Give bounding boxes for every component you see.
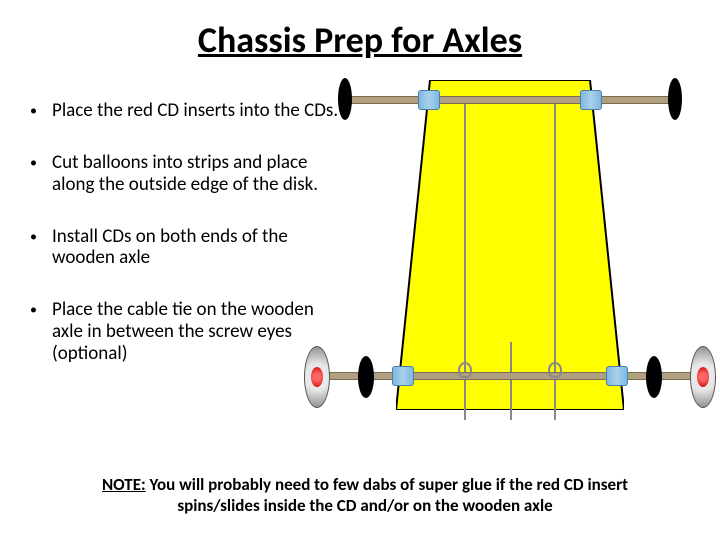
bullet-dot-icon: • [30, 100, 52, 122]
cd-icon [668, 78, 682, 120]
guide-line-icon [510, 342, 512, 420]
red-insert-icon [311, 367, 323, 387]
chassis-diagram [340, 80, 680, 420]
list-item: • Install CDs on both ends of the wooden… [30, 226, 340, 270]
note-label: NOTE: [102, 474, 146, 495]
screw-eye-icon [548, 362, 562, 378]
bullet-text: Place the red CD inserts into the CDs. [52, 100, 340, 122]
bullet-text: Install CDs on both ends of the wooden a… [52, 226, 340, 270]
peg-icon [418, 90, 440, 110]
page-title: Chassis Prep for Axles [0, 0, 720, 70]
list-item: • Place the cable tie on the wooden axle… [30, 299, 340, 365]
peg-icon [392, 366, 414, 386]
top-axle-icon [350, 96, 670, 104]
bullet-list: • Place the red CD inserts into the CDs.… [20, 70, 340, 420]
peg-icon [580, 90, 602, 110]
note-text: NOTE: You will probably need to few dabs… [80, 475, 650, 516]
list-item: • Cut balloons into strips and place alo… [30, 152, 340, 196]
peg-icon [606, 366, 628, 386]
bullet-text: Cut balloons into strips and place along… [52, 152, 340, 196]
bullet-dot-icon: • [30, 226, 52, 270]
list-item: • Place the red CD inserts into the CDs. [30, 100, 340, 122]
cd-icon [358, 356, 374, 398]
content-row: • Place the red CD inserts into the CDs.… [0, 70, 720, 420]
bottom-axle-icon [324, 372, 696, 380]
cd-icon [646, 356, 662, 398]
screw-eye-icon [458, 362, 472, 378]
red-insert-icon [697, 367, 709, 387]
bullet-dot-icon: • [30, 152, 52, 196]
note-body: You will probably need to few dabs of su… [146, 474, 628, 515]
bullet-text: Place the cable tie on the wooden axle i… [52, 299, 340, 365]
cd-icon [338, 78, 352, 120]
bullet-dot-icon: • [30, 299, 52, 365]
